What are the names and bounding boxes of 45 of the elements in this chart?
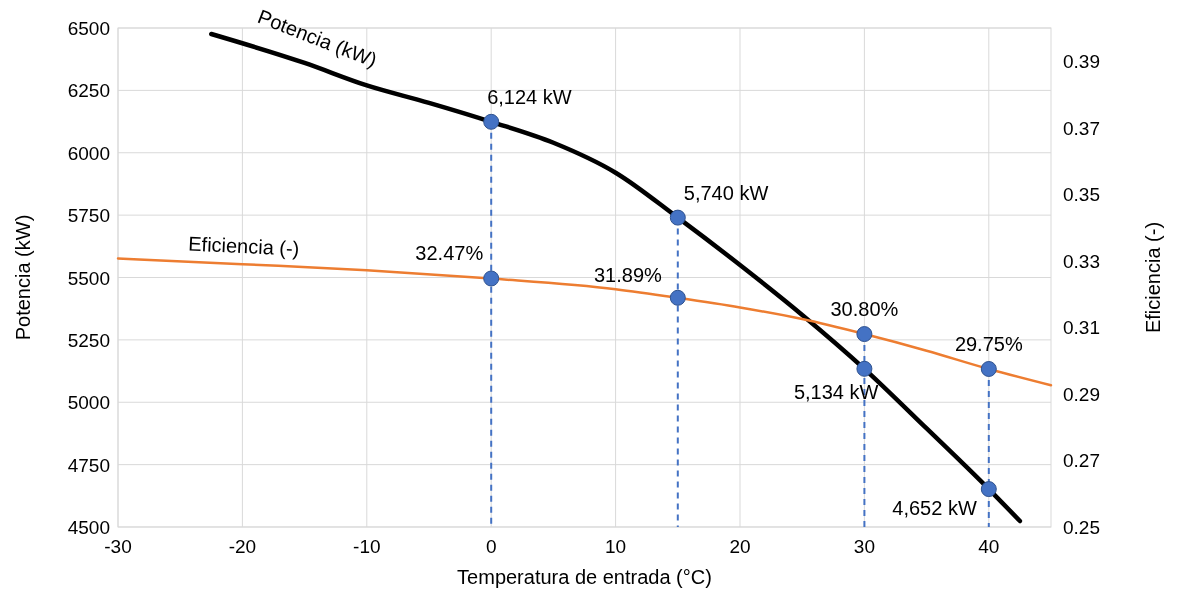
x-tick-label: 0 [485,536,497,557]
y-tick-label: 5000 [67,392,110,414]
point [980,481,997,498]
y2-tick-label: 0.33 [1063,250,1100,272]
data-label: 6,124 kW [487,85,572,108]
y2-tick-label: 0.29 [1063,383,1100,405]
series-label: Eficiencia (-) [187,232,300,260]
y-tick-label: 6250 [67,80,110,102]
y2-axis-title: Eficiencia (-) [1142,221,1164,334]
point [856,326,873,343]
y-tick-label: 4500 [67,517,110,538]
y-tick-label: 4750 [67,454,110,476]
y2-tick-label: 0.37 [1063,117,1100,139]
point [483,113,500,130]
data-label: 32.47% [415,242,484,265]
point [669,209,686,226]
y2-tick-label: 0.25 [1063,517,1100,538]
y-tick-label: 5250 [67,329,110,351]
x-tick-label: -20 [228,536,257,557]
x-tick-label: 20 [729,536,751,557]
y-axis-title: Potencia (kW) [12,214,34,341]
data-label: 4,652 kW [892,497,977,520]
y-tick-label: 6500 [67,18,110,39]
point [856,360,873,377]
data-label: 31.89% [593,263,663,286]
y2-tick-label: 0.35 [1063,184,1100,206]
data-label: 30.80% [830,298,899,321]
y2-tick-label: 0.31 [1063,317,1100,339]
point [980,360,997,377]
data-label: 5,134 kW [793,380,879,403]
y2-tick-label: 0.27 [1063,450,1100,472]
point [483,270,500,287]
x-tick-label: 40 [978,536,1000,557]
y-tick-label: 5500 [67,267,110,289]
x-tick-label: -10 [353,536,381,557]
x-tick-label: 10 [605,536,627,557]
point [669,289,686,306]
y-tick-label: 6000 [67,142,110,164]
y-tick-label: 5750 [67,205,110,227]
x-tick-label: 30 [853,536,875,557]
data-label: 5,740 kW [683,181,769,204]
x-tick-label: -30 [104,536,132,557]
x-axis-title: Temperatura de entrada (°C) [457,566,712,588]
y2-tick-label: 0.39 [1063,51,1100,73]
data-label: 29.75% [954,332,1023,355]
